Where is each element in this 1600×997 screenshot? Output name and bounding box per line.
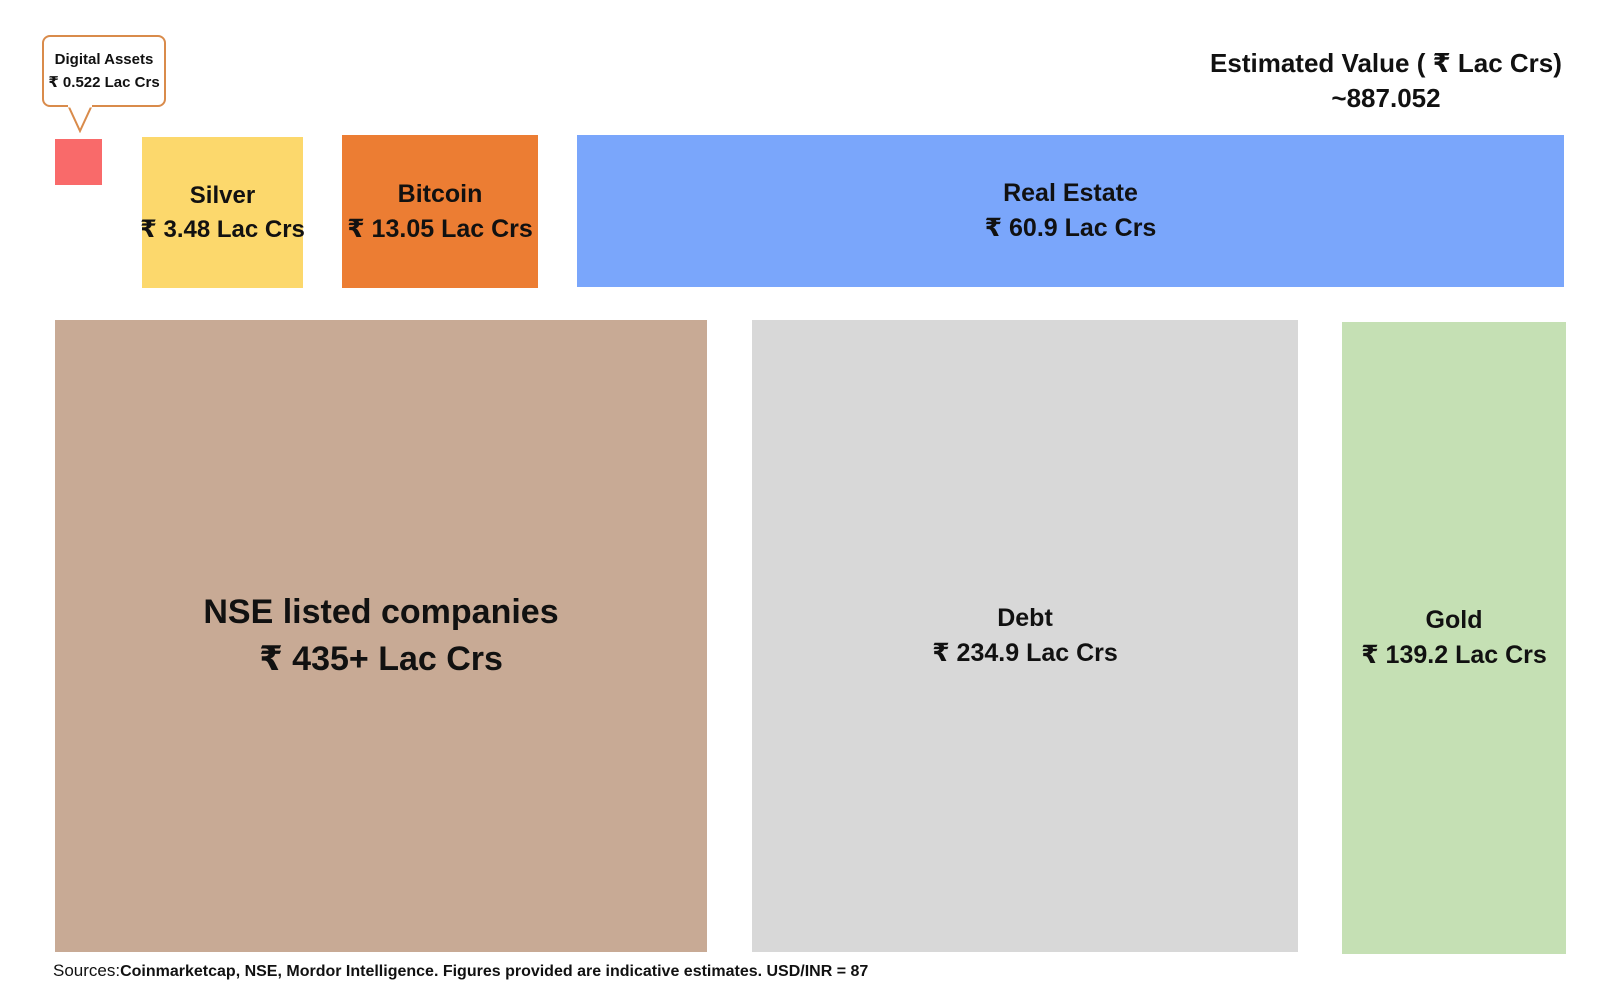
- block-value-bitcoin: ₹ 13.05 Lac Crs: [347, 214, 533, 243]
- block-value-gold: ₹ 139.2 Lac Crs: [1361, 641, 1547, 669]
- treemap-block-nse-listed-companies: NSE listed companies ₹ 435+ Lac Crs: [55, 320, 707, 952]
- treemap-block-bitcoin: Bitcoin ₹ 13.05 Lac Crs: [342, 135, 538, 288]
- block-label-real-estate: Real Estate: [1003, 179, 1138, 207]
- block-label-gold: Gold: [1425, 606, 1483, 634]
- treemap-block-real-estate: Real Estate ₹ 60.9 Lac Crs: [577, 135, 1564, 287]
- treemap-block-gold: Gold ₹ 139.2 Lac Crs: [1342, 322, 1566, 954]
- digital-assets-callout: Digital Assets ₹ 0.522 Lac Crs: [42, 35, 166, 107]
- callout-name: Digital Assets: [54, 51, 154, 68]
- treemap-block-silver: Silver ₹ 3.48 Lac Crs: [140, 137, 305, 288]
- block-value-silver: ₹ 3.48 Lac Crs: [140, 215, 305, 243]
- sources-text: Coinmarketcap, NSE, Mordor Intelligence.…: [120, 963, 869, 980]
- block-label-silver: Silver: [189, 181, 256, 209]
- block-value-debt: ₹ 234.9 Lac Crs: [932, 639, 1118, 667]
- total-label: Estimated Value ( ₹ Lac Crs): [1210, 48, 1562, 78]
- block-label-nse: NSE listed companies: [203, 593, 559, 631]
- callout-pointer: [67, 105, 93, 133]
- block-value-real-estate: ₹ 60.9 Lac Crs: [984, 214, 1157, 242]
- total-value: ~887.052: [1331, 83, 1441, 113]
- treemap-block-digital-assets: [55, 139, 102, 185]
- treemap-block-debt: Debt ₹ 234.9 Lac Crs: [752, 320, 1298, 952]
- block-label-bitcoin: Bitcoin: [397, 179, 483, 208]
- callout-value: ₹ 0.522 Lac Crs: [48, 74, 160, 91]
- sources-note: Sources:Coinmarketcap, NSE, Mordor Intel…: [53, 960, 868, 983]
- block-label-debt: Debt: [997, 604, 1053, 632]
- total-estimate: Estimated Value ( ₹ Lac Crs) ~887.052: [1196, 46, 1576, 116]
- sources-key: Sources:: [53, 961, 121, 980]
- block-value-nse: ₹ 435+ Lac Crs: [259, 640, 503, 678]
